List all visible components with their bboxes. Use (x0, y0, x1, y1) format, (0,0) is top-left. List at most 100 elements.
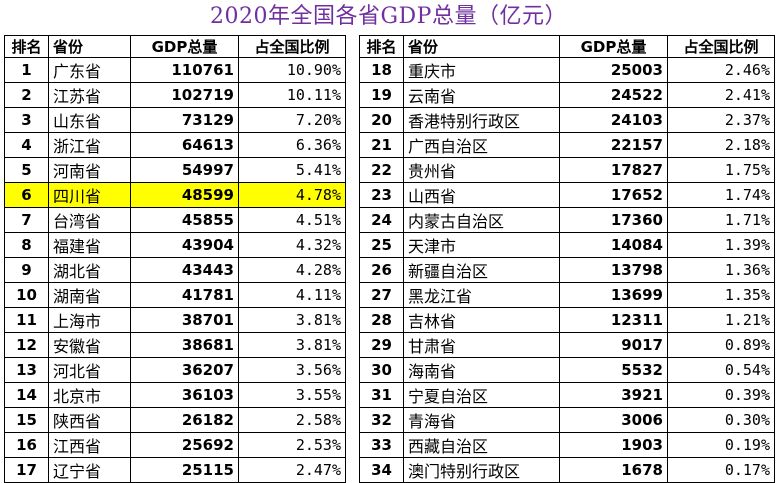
table-row: 26 新疆自治区 13798 1.36% (359, 257, 775, 283)
header-gdp: GDP总量 (559, 35, 668, 58)
share-cell: 0.17% (667, 457, 775, 483)
rank-cell: 20 (359, 107, 404, 133)
rank-cell: 8 (4, 232, 49, 258)
header-province: 省份 (48, 35, 131, 58)
share-cell: 4.28% (238, 257, 346, 283)
table-row: 7 台湾省 45855 4.51% (4, 207, 346, 233)
gdp-cell: 3921 (559, 382, 668, 408)
gdp-cell: 43904 (130, 232, 239, 258)
rank-cell: 10 (4, 282, 49, 308)
rank-cell: 28 (359, 307, 404, 333)
province-cell: 黑龙江省 (403, 282, 560, 308)
table-row: 22 贵州省 17827 1.75% (359, 157, 775, 183)
rank-cell: 23 (359, 182, 404, 208)
gdp-cell: 73129 (130, 107, 239, 133)
share-cell: 3.81% (238, 332, 346, 358)
gdp-cell: 24522 (559, 82, 668, 108)
share-cell: 10.90% (238, 57, 346, 83)
table-row: 24 内蒙古自治区 17360 1.71% (359, 207, 775, 233)
table-row: 19 云南省 24522 2.41% (359, 82, 775, 108)
share-cell: 4.32% (238, 232, 346, 258)
table-body-right: 18 重庆市 25003 2.46% 19 云南省 24522 2.41% 20 香港特别行政区 2… (359, 57, 775, 483)
rank-cell: 15 (4, 407, 49, 433)
table-row: 23 山西省 17652 1.74% (359, 182, 775, 208)
gdp-cell: 25115 (130, 457, 239, 483)
share-cell: 7.20% (238, 107, 346, 133)
rank-cell: 6 (4, 182, 49, 208)
header-share: 占全国比例 (667, 35, 775, 58)
province-cell: 甘肃省 (403, 332, 560, 358)
share-cell: 2.47% (238, 457, 346, 483)
province-cell: 青海省 (403, 407, 560, 433)
share-cell: 1.36% (667, 257, 775, 283)
rank-cell: 14 (4, 382, 49, 408)
province-cell: 吉林省 (403, 307, 560, 333)
table-row: 11 上海市 38701 3.81% (4, 307, 346, 333)
gdp-cell: 26182 (130, 407, 239, 433)
share-cell: 1.75% (667, 157, 775, 183)
table-row: 4 浙江省 64613 6.36% (4, 132, 346, 158)
table-row: 1 广东省 110761 10.90% (4, 57, 346, 83)
rank-cell: 18 (359, 57, 404, 83)
province-cell: 内蒙古自治区 (403, 207, 560, 233)
province-cell: 云南省 (403, 82, 560, 108)
header-gdp: GDP总量 (130, 35, 239, 58)
province-cell: 新疆自治区 (403, 257, 560, 283)
province-cell: 天津市 (403, 232, 560, 258)
gdp-cell: 3006 (559, 407, 668, 433)
table-row: 15 陕西省 26182 2.58% (4, 407, 346, 433)
share-cell: 3.55% (238, 382, 346, 408)
share-cell: 3.56% (238, 357, 346, 383)
header-rank: 排名 (4, 35, 49, 58)
province-cell: 北京市 (48, 382, 131, 408)
province-cell: 贵州省 (403, 157, 560, 183)
table-row: 2 江苏省 102719 10.11% (4, 82, 346, 108)
gdp-cell: 41781 (130, 282, 239, 308)
share-cell: 1.39% (667, 232, 775, 258)
table-row: 27 黑龙江省 13699 1.35% (359, 282, 775, 308)
table-row: 14 北京市 36103 3.55% (4, 382, 346, 408)
header-share: 占全国比例 (238, 35, 346, 58)
rank-cell: 12 (4, 332, 49, 358)
gdp-cell: 110761 (130, 57, 239, 83)
province-cell: 上海市 (48, 307, 131, 333)
rank-cell: 9 (4, 257, 49, 283)
gdp-cell: 36207 (130, 357, 239, 383)
gdp-table-right: 排名 省份 GDP总量 占全国比例 18 重庆市 25003 2.46% 19 云南省 24… (359, 35, 775, 483)
gdp-cell: 5532 (559, 357, 668, 383)
province-cell: 台湾省 (48, 207, 131, 233)
table-row: 32 青海省 3006 0.30% (359, 407, 775, 433)
header-row: 排名 省份 GDP总量 占全国比例 (4, 35, 346, 58)
table-row: 30 海南省 5532 0.54% (359, 357, 775, 383)
share-cell: 10.11% (238, 82, 346, 108)
gdp-cell: 13798 (559, 257, 668, 283)
header-row: 排名 省份 GDP总量 占全国比例 (359, 35, 775, 58)
rank-cell: 29 (359, 332, 404, 358)
rank-cell: 30 (359, 357, 404, 383)
table-row: 6 四川省 48599 4.78% (4, 182, 346, 208)
table-row: 34 澳门特别行政区 1678 0.17% (359, 457, 775, 483)
table-row: 18 重庆市 25003 2.46% (359, 57, 775, 83)
share-cell: 5.41% (238, 157, 346, 183)
share-cell: 0.39% (667, 382, 775, 408)
table-row: 8 福建省 43904 4.32% (4, 232, 346, 258)
gdp-cell: 17652 (559, 182, 668, 208)
share-cell: 4.78% (238, 182, 346, 208)
province-cell: 四川省 (48, 182, 131, 208)
rank-cell: 1 (4, 57, 49, 83)
share-cell: 3.81% (238, 307, 346, 333)
table-row: 9 湖北省 43443 4.28% (4, 257, 346, 283)
rank-cell: 34 (359, 457, 404, 483)
gdp-cell: 102719 (130, 82, 239, 108)
rank-cell: 24 (359, 207, 404, 233)
province-cell: 陕西省 (48, 407, 131, 433)
gdp-cell: 38701 (130, 307, 239, 333)
gdp-cell: 24103 (559, 107, 668, 133)
rank-cell: 21 (359, 132, 404, 158)
share-cell: 1.74% (667, 182, 775, 208)
share-cell: 6.36% (238, 132, 346, 158)
header-province: 省份 (403, 35, 560, 58)
rank-cell: 25 (359, 232, 404, 258)
rank-cell: 26 (359, 257, 404, 283)
table-row: 12 安徽省 38681 3.81% (4, 332, 346, 358)
